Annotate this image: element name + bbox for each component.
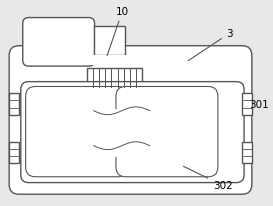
Bar <box>242 94 252 115</box>
FancyBboxPatch shape <box>23 19 94 67</box>
Text: 302: 302 <box>183 166 233 191</box>
Text: 301: 301 <box>246 99 269 109</box>
FancyBboxPatch shape <box>9 47 252 194</box>
Bar <box>9 94 19 115</box>
Text: 10: 10 <box>107 7 129 56</box>
Bar <box>94 27 125 56</box>
Bar <box>9 142 19 163</box>
Bar <box>87 69 142 88</box>
FancyBboxPatch shape <box>26 87 127 177</box>
Bar <box>242 142 252 163</box>
Bar <box>94 109 150 158</box>
FancyBboxPatch shape <box>116 87 218 177</box>
FancyBboxPatch shape <box>21 82 244 183</box>
Text: 3: 3 <box>188 29 233 61</box>
Bar <box>29 56 126 66</box>
